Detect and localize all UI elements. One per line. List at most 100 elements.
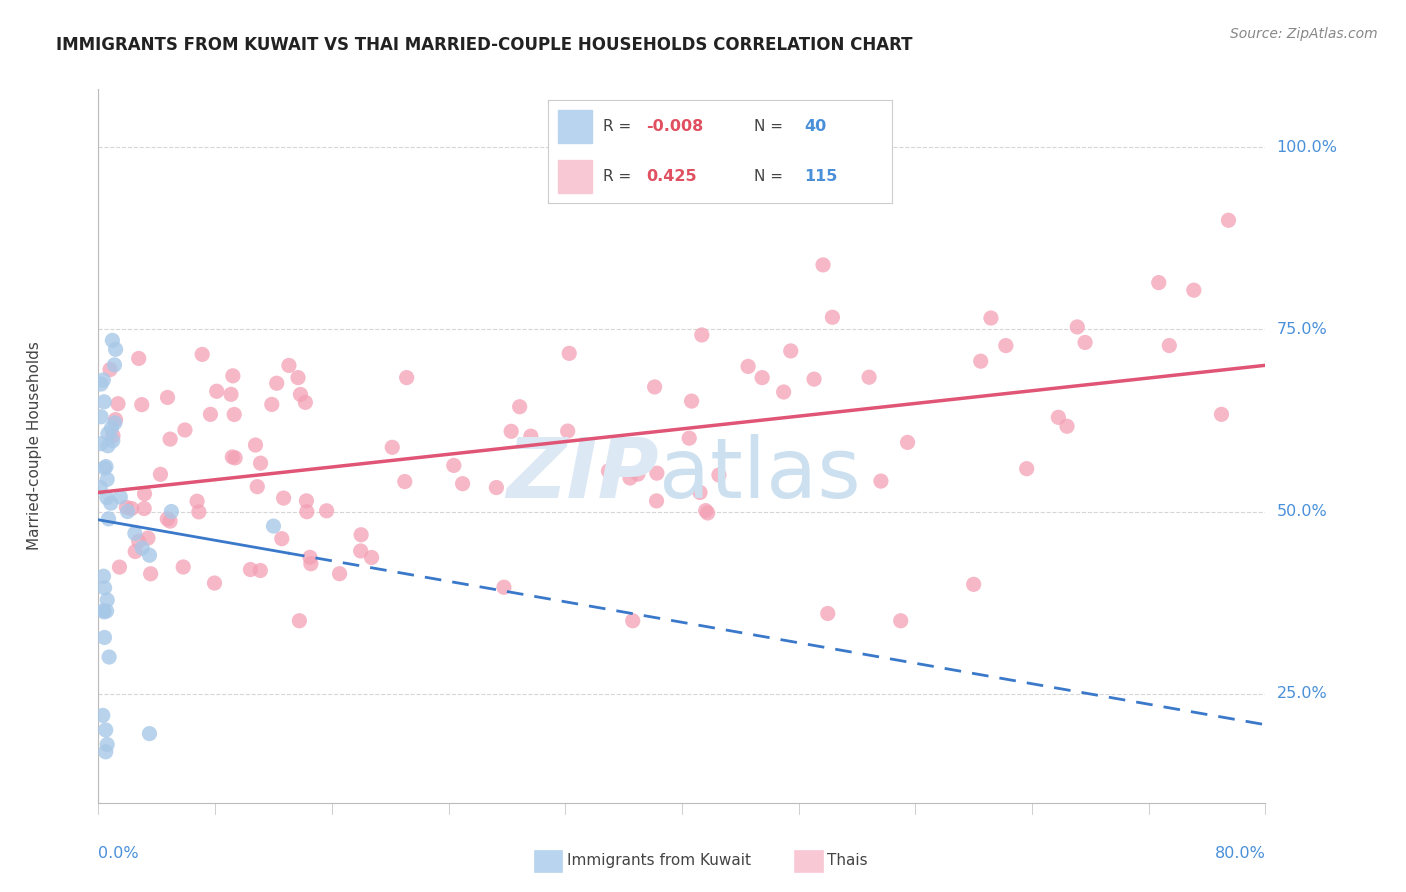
Point [1074,335,1097,350]
Point [134,487,156,501]
Point [90,377,112,392]
Point [103,358,125,372]
Point [96,604,118,618]
Point [288,614,311,628]
Point [627,467,650,482]
Point [645,466,668,480]
Point [678,431,700,445]
Point [93,394,115,409]
Point [100,496,122,510]
Point [117,504,139,518]
Text: Married-couple Households: Married-couple Households [27,342,42,550]
Point [980,311,1002,326]
Point [295,505,318,519]
Point [1056,419,1078,434]
Point [350,528,373,542]
Point [94,459,117,474]
Text: 75.0%: 75.0% [1277,322,1327,337]
Point [91,373,114,387]
Point [93,631,115,645]
Point [110,490,132,504]
Text: ZIP: ZIP [506,434,658,515]
Point [100,421,122,435]
Point [156,512,179,526]
Point [696,506,718,520]
Point [707,468,730,483]
Point [128,351,150,366]
Point [246,480,269,494]
Point [772,384,794,399]
Bar [534,850,562,872]
Point [695,503,717,517]
Point [558,346,581,360]
Point [644,380,666,394]
Point [360,550,382,565]
Point [641,155,664,169]
Point [239,562,262,576]
Point [962,577,984,591]
Point [751,370,773,384]
Bar [794,850,823,872]
Point [994,338,1017,352]
Point [124,544,146,558]
Point [260,397,283,411]
Point [270,532,292,546]
Point [443,458,465,473]
Text: Source: ZipAtlas.com: Source: ZipAtlas.com [1230,27,1378,41]
Point [492,580,515,594]
Point [222,368,245,383]
Point [93,569,115,583]
Point [681,394,703,409]
Point [485,481,508,495]
Point [224,450,246,465]
Point [101,434,124,448]
Point [779,343,801,358]
Point [139,566,162,581]
Text: 50.0%: 50.0% [1277,504,1327,519]
Point [557,424,579,438]
Point [690,328,713,343]
Point [290,387,312,401]
Point [131,541,153,555]
Point [262,519,284,533]
Point [97,439,120,453]
Point [124,526,146,541]
Point [131,398,153,412]
Point [89,481,111,495]
Point [94,723,117,737]
Point [200,408,222,422]
Point [97,512,120,526]
Point [315,504,337,518]
Point [598,464,620,478]
Point [96,491,118,505]
Point [1211,407,1233,421]
Point [101,334,124,348]
Point [134,501,156,516]
Point [451,476,474,491]
Point [287,370,309,384]
Point [93,461,115,475]
Point [619,471,641,485]
Point [621,614,644,628]
Point [172,560,194,574]
Text: 80.0%: 80.0% [1215,846,1265,861]
Point [93,605,115,619]
Point [90,409,112,424]
Point [205,384,228,399]
Point [970,354,993,368]
Point [299,557,322,571]
Text: 100.0%: 100.0% [1277,140,1337,155]
Point [689,485,711,500]
Point [509,400,531,414]
Point [1218,213,1240,227]
Point [90,436,112,450]
Point [104,343,127,357]
Text: Immigrants from Kuwait: Immigrants from Kuwait [567,854,751,868]
Point [1066,320,1088,334]
Point [350,544,373,558]
Point [277,359,299,373]
Point [93,604,115,618]
Point [295,493,318,508]
Point [104,416,127,430]
Point [159,514,181,528]
